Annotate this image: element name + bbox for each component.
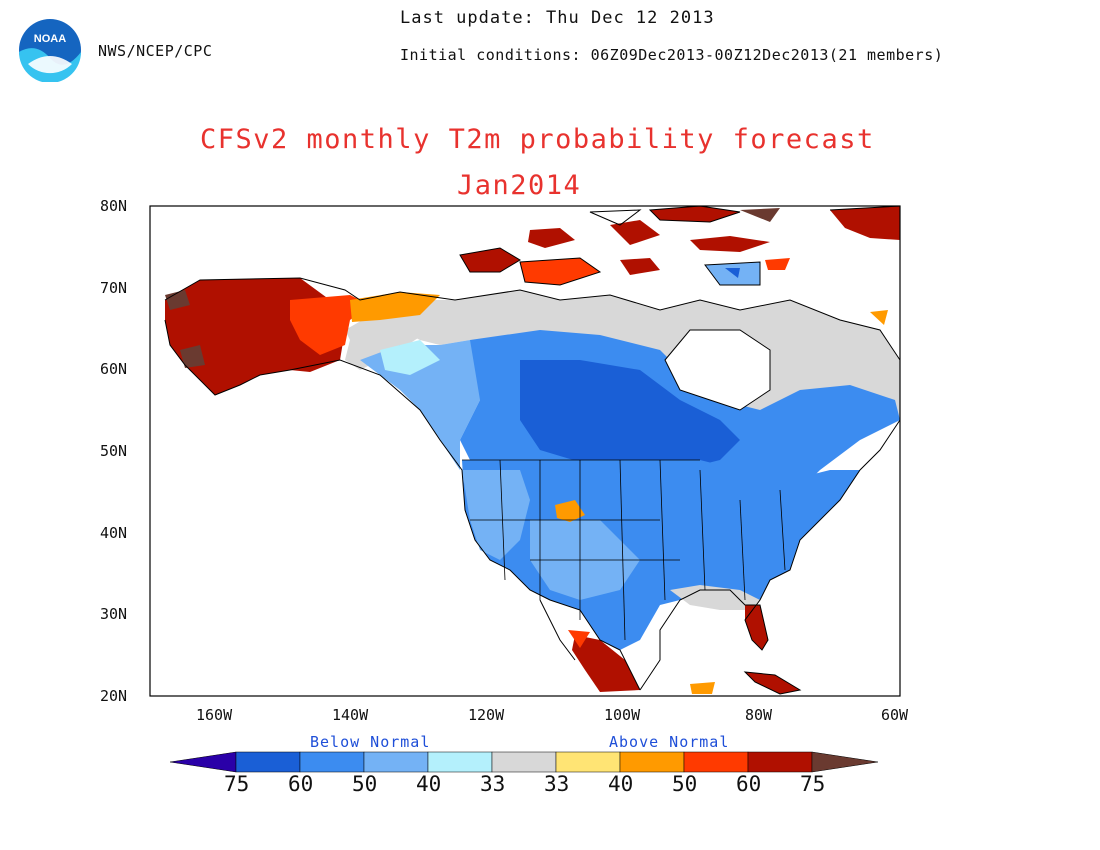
lon-tick: 100W — [604, 706, 641, 724]
legend-swatch — [363, 751, 429, 773]
coastlines — [164, 205, 901, 695]
probability-fill — [165, 206, 900, 694]
legend-below-label: Below Normal — [310, 733, 431, 751]
lon-tick: 140W — [332, 706, 369, 724]
legend-colorbar — [170, 751, 879, 773]
legend-number: 60 — [288, 772, 314, 796]
last-update: Last update: Thu Dec 12 2013 — [400, 8, 715, 28]
legend-swatch — [427, 751, 493, 773]
lon-tick: 120W — [468, 706, 505, 724]
legend-swatch — [170, 751, 237, 773]
legend-number: 50 — [352, 772, 378, 796]
initial-conditions: Initial conditions: 06Z09Dec2013-00Z12De… — [400, 46, 944, 64]
legend-number: 50 — [672, 772, 698, 796]
legend-number: 33 — [544, 772, 570, 796]
legend-swatch — [747, 751, 813, 773]
map-border — [149, 205, 901, 697]
legend-swatch — [619, 751, 685, 773]
legend-number: 60 — [736, 772, 762, 796]
legend-above-label: Above Normal — [609, 733, 730, 751]
agency-label: NWS/NCEP/CPC — [98, 42, 213, 60]
chart-title: CFSv2 monthly T2m probability forecast — [200, 124, 875, 155]
lat-tick: 20N — [100, 687, 128, 705]
legend-number: 75 — [800, 772, 826, 796]
legend-swatch — [235, 751, 301, 773]
lat-tick: 50N — [100, 442, 128, 460]
lat-tick: 60N — [100, 360, 128, 378]
legend-swatch — [683, 751, 749, 773]
lat-tick: 30N — [100, 605, 128, 623]
lat-tick: 40N — [100, 524, 128, 542]
chart-subtitle: Jan2014 — [457, 170, 582, 201]
state-borders — [462, 459, 786, 641]
lon-tick: 80W — [745, 706, 773, 724]
noaa-logo-text: NOAA — [34, 33, 66, 45]
legend-swatch — [491, 751, 557, 773]
noaa-logo: NOAA — [18, 18, 82, 83]
lat-tick: 70N — [100, 279, 128, 297]
legend-swatch — [811, 751, 879, 773]
lon-tick: 60W — [881, 706, 909, 724]
legend-number: 40 — [416, 772, 442, 796]
lon-tick: 160W — [196, 706, 233, 724]
legend-number: 33 — [480, 772, 506, 796]
legend-number: 40 — [608, 772, 634, 796]
lat-tick: 80N — [100, 197, 128, 215]
legend-number: 75 — [224, 772, 250, 796]
legend-swatch — [299, 751, 365, 773]
legend-swatch — [555, 751, 621, 773]
